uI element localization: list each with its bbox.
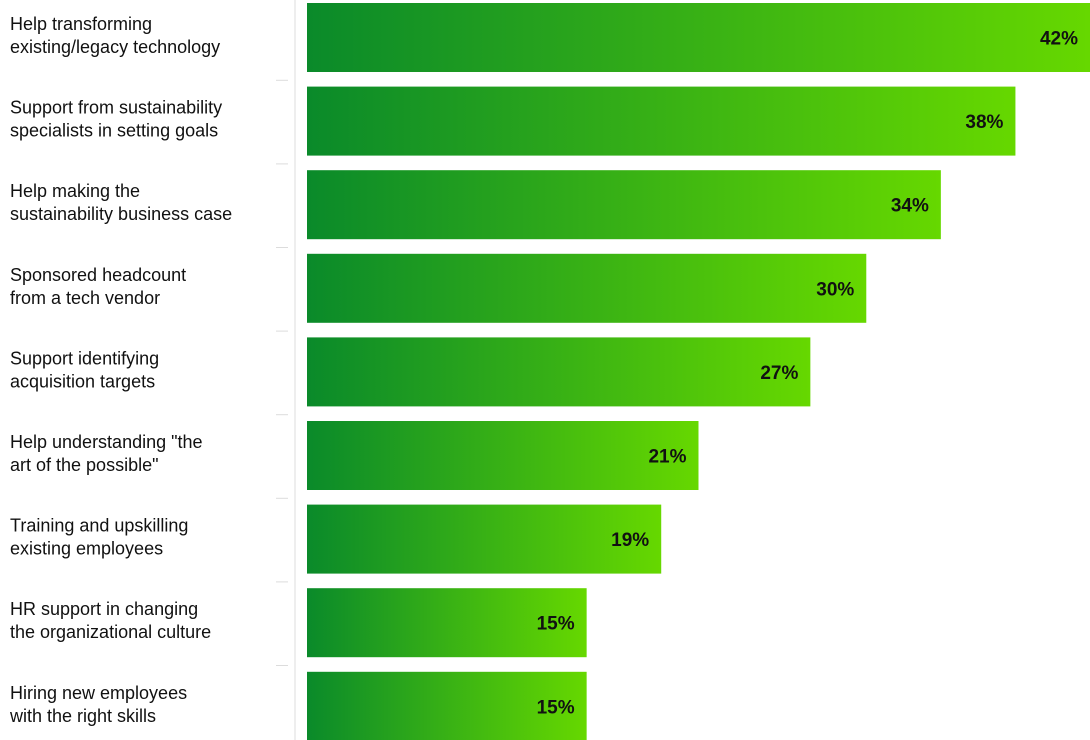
category-label: Help making the sustainability business c… xyxy=(10,181,232,224)
category-label: Help transforming existing/legacy technol… xyxy=(10,14,220,57)
category-label: Sponsored headcount from a tech vendor xyxy=(10,265,186,308)
bar xyxy=(307,170,941,240)
bar xyxy=(307,588,587,658)
category-label: Help understanding "the art of the possib… xyxy=(10,432,203,475)
category-label: Support from sustainability specialists i… xyxy=(10,98,222,141)
data-label: 15% xyxy=(537,614,575,635)
category-label-line: Help making the xyxy=(10,181,140,201)
category-label-line: specialists in setting goals xyxy=(10,121,218,141)
bar xyxy=(307,3,1090,72)
category-label: Support identifying acquisition targets xyxy=(10,348,159,391)
category-label-line: acquisition targets xyxy=(10,371,155,391)
data-label: 21% xyxy=(648,447,686,468)
category-label: Training and upskilling existing employee… xyxy=(10,516,188,559)
bar xyxy=(307,337,811,407)
category-label-line: Hiring new employees xyxy=(10,683,187,703)
category-label-line: art of the possible" xyxy=(10,455,158,475)
category-label-line: Sponsored headcount xyxy=(10,265,186,285)
category-label-line: existing employees xyxy=(10,539,163,559)
data-label: 30% xyxy=(816,279,854,300)
bar xyxy=(307,253,867,323)
bar xyxy=(307,421,699,490)
bar xyxy=(307,504,662,574)
data-label: 27% xyxy=(760,363,798,384)
category-label-line: from a tech vendor xyxy=(10,288,160,308)
category-label-line: Support from sustainability xyxy=(10,98,222,118)
bar xyxy=(307,671,587,740)
category-label-line: sustainability business case xyxy=(10,204,232,224)
category-label: HR support in changing the organizational… xyxy=(10,599,211,642)
category-label-line: with the right skills xyxy=(9,706,156,726)
category-label-line: the organizational culture xyxy=(10,622,211,642)
category-label-line: HR support in changing xyxy=(10,599,198,619)
bar xyxy=(307,86,1016,156)
data-label: 15% xyxy=(537,697,575,718)
data-label: 34% xyxy=(891,196,929,217)
category-label-line: Help understanding "the xyxy=(10,432,203,452)
category-label-line: Training and upskilling xyxy=(10,516,188,536)
data-label: 42% xyxy=(1040,29,1078,50)
category-label-line: Help transforming xyxy=(10,14,152,34)
data-label: 38% xyxy=(965,112,1003,133)
data-label: 19% xyxy=(611,530,649,551)
category-label-line: Support identifying xyxy=(10,348,159,368)
category-label: Hiring new employees with the right skill… xyxy=(9,683,187,726)
category-label-line: existing/legacy technology xyxy=(10,37,220,57)
